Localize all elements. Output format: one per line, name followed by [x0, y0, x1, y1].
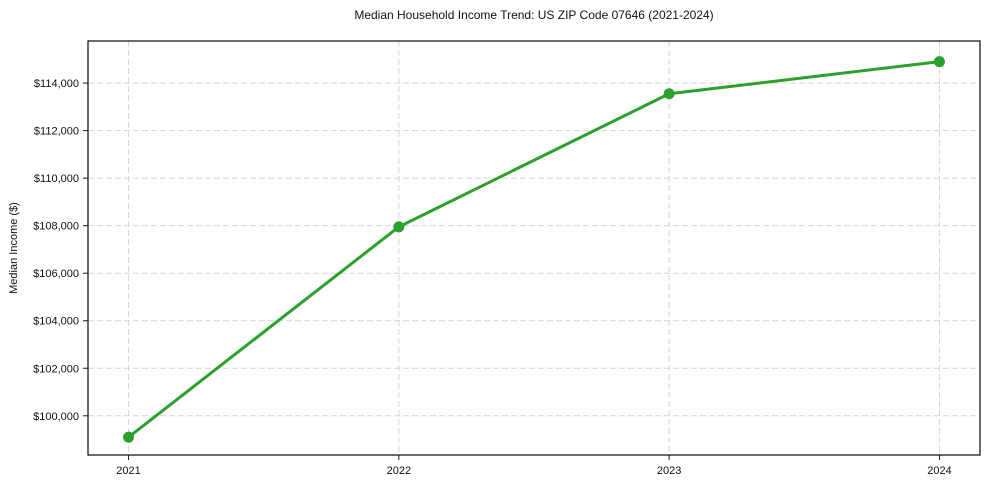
data-point: [393, 221, 405, 233]
plot-border: [87, 40, 981, 456]
x-tick-label: 2022: [387, 465, 411, 477]
y-tick-label: $114,000: [34, 78, 79, 90]
y-tick-label: $104,000: [33, 316, 79, 328]
y-tick-label: $102,000: [33, 363, 79, 375]
x-tick-label: 2023: [657, 465, 681, 477]
data-point: [933, 56, 945, 68]
x-tick-label: 2024: [927, 465, 951, 477]
chart-title: Median Household Income Trend: US ZIP Co…: [354, 8, 714, 22]
y-tick-label: $106,000: [33, 268, 79, 280]
income-trend-line: [127, 60, 941, 439]
y-tick-label: $100,000: [33, 411, 79, 423]
y-tick-label: $112,000: [34, 126, 79, 138]
y-tick-label: $108,000: [33, 221, 79, 233]
plot-area: [88, 41, 980, 455]
data-point: [123, 431, 135, 443]
x-tick-label: 2021: [116, 465, 140, 477]
y-tick-label: $110,000: [34, 173, 79, 185]
data-point: [663, 88, 675, 100]
